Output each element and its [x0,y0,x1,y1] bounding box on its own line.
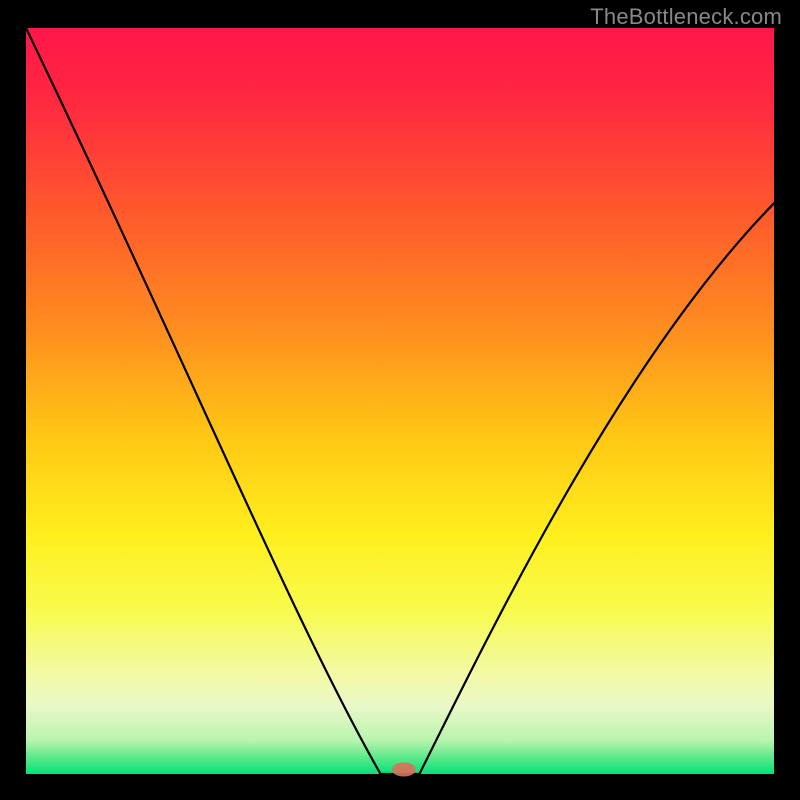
bottleneck-curve-chart [0,0,800,800]
gradient-background [26,28,774,774]
optimal-point-marker [392,763,416,777]
chart-frame: TheBottleneck.com [0,0,800,800]
watermark-text: TheBottleneck.com [590,4,782,30]
